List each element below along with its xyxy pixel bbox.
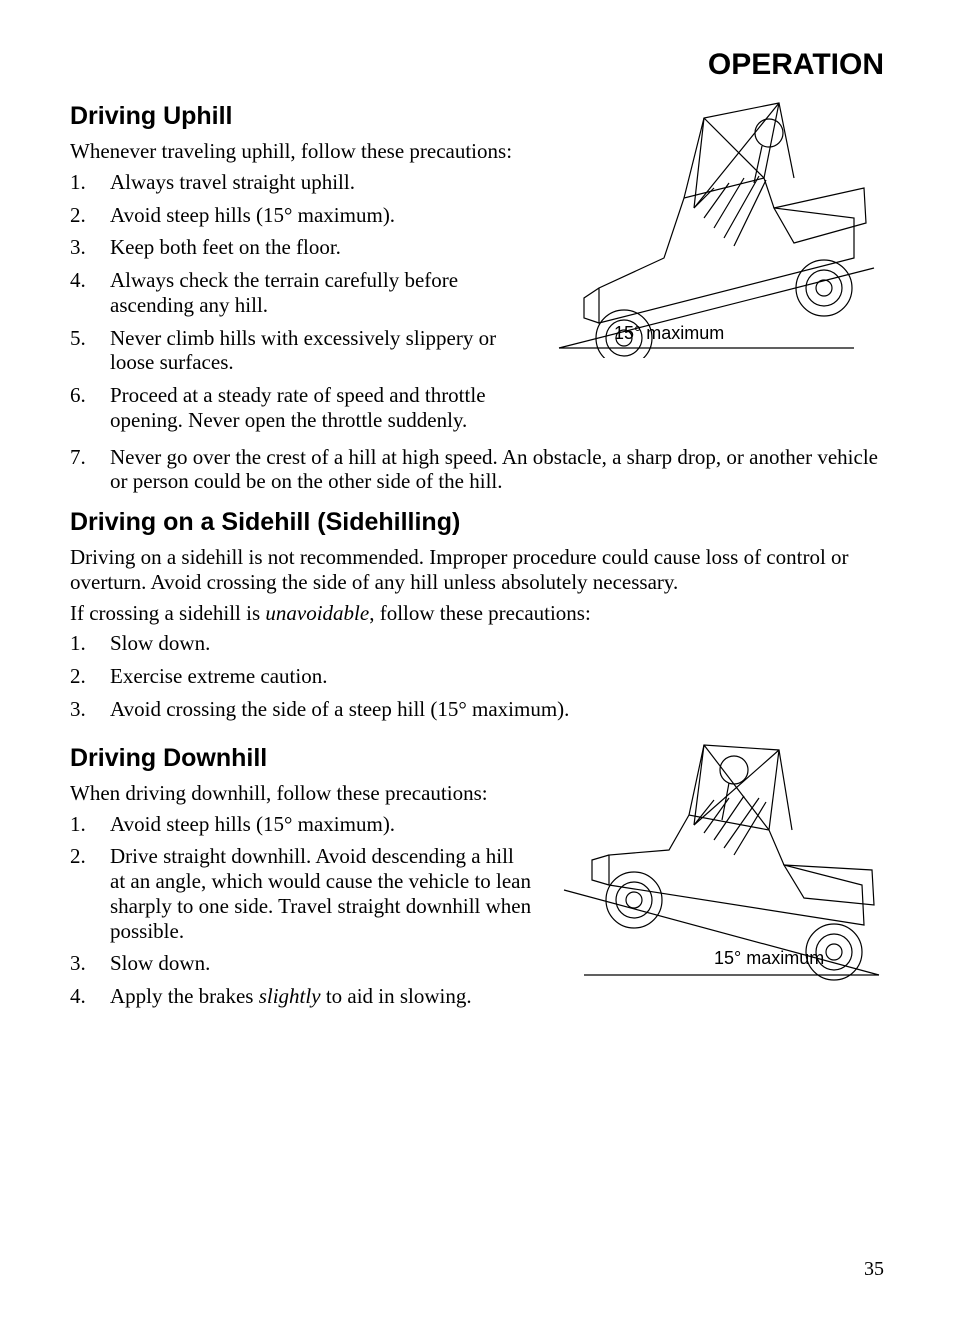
list-item: Avoid steep hills (15° maximum). [70, 812, 534, 837]
downhill-list: Avoid steep hills (15° maximum). Drive s… [70, 812, 534, 1009]
list-item: Avoid crossing the side of a steep hill … [70, 697, 884, 722]
uphill-figure-label: 15° maximum [614, 323, 724, 344]
list-item: Drive straight downhill. Avoid descendin… [70, 844, 534, 943]
downhill-row: Driving Downhill When driving downhill, … [70, 730, 884, 1017]
uphill-list-continued: Never go over the crest of a hill at hig… [70, 445, 884, 495]
list-item: Slow down. [70, 951, 534, 976]
sidehill-heading: Driving on a Sidehill (Sidehilling) [70, 508, 884, 537]
emphasis: unavoidable [265, 601, 369, 625]
list-item: Never go over the crest of a hill at hig… [70, 445, 884, 495]
downhill-figure-col: 15° maximum [554, 730, 884, 990]
uphill-figure: 15° maximum [554, 88, 884, 358]
text: If crossing a sidehill is [70, 601, 265, 625]
uphill-list: Always travel straight uphill. Avoid ste… [70, 170, 534, 433]
downhill-figure-label: 15° maximum [714, 948, 824, 969]
list-item: Always travel straight uphill. [70, 170, 534, 195]
utv-uphill-icon [554, 88, 884, 358]
list-item: Keep both feet on the floor. [70, 235, 534, 260]
sidehill-para2: If crossing a sidehill is unavoidable, f… [70, 601, 884, 626]
list-item: Slow down. [70, 631, 884, 656]
downhill-figure: 15° maximum [554, 730, 884, 990]
list-item: Proceed at a steady rate of speed and th… [70, 383, 534, 433]
sidehill-list: Slow down. Exercise extreme caution. Avo… [70, 631, 884, 721]
uphill-figure-col: 15° maximum [554, 88, 884, 358]
page-number: 35 [864, 1258, 884, 1281]
list-item: Avoid steep hills (15° maximum). [70, 203, 534, 228]
downhill-heading: Driving Downhill [70, 744, 534, 773]
emphasis: slightly [259, 984, 321, 1008]
list-item: Always check the terrain carefully befor… [70, 268, 534, 318]
downhill-intro: When driving downhill, follow these prec… [70, 781, 534, 806]
downhill-text: Driving Downhill When driving downhill, … [70, 730, 534, 1017]
sidehill-para1: Driving on a sidehill is not recommended… [70, 545, 884, 595]
uphill-row: Driving Uphill Whenever traveling uphill… [70, 88, 884, 441]
text: to aid in slowing. [321, 984, 472, 1008]
text: Apply the brakes [110, 984, 259, 1008]
list-item: Never climb hills with excessively slipp… [70, 326, 534, 376]
uphill-text: Driving Uphill Whenever traveling uphill… [70, 88, 534, 441]
list-item: Exercise extreme caution. [70, 664, 884, 689]
uphill-heading: Driving Uphill [70, 102, 534, 131]
page-header: OPERATION [70, 48, 884, 82]
uphill-intro: Whenever traveling uphill, follow these … [70, 139, 534, 164]
text: , follow these precautions: [369, 601, 591, 625]
list-item: Apply the brakes slightly to aid in slow… [70, 984, 534, 1009]
